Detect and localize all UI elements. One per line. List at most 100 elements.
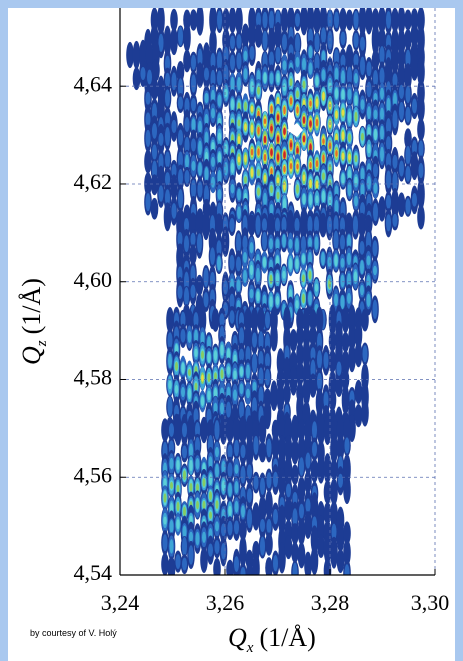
intensity-streak — [211, 141, 215, 152]
intensity-streak — [295, 258, 299, 270]
intensity-streak — [208, 474, 213, 486]
intensity-streak — [256, 69, 261, 83]
intensity-streak — [309, 120, 312, 127]
intensity-streak — [283, 306, 291, 334]
intensity-streak — [151, 160, 158, 180]
intensity-streak — [283, 127, 286, 135]
intensity-streak — [249, 264, 254, 276]
intensity-streak — [228, 505, 232, 516]
intensity-streak — [256, 291, 260, 302]
intensity-streak — [417, 95, 425, 123]
intensity-streak — [221, 480, 226, 492]
intensity-streak — [274, 21, 282, 50]
intensity-streak — [230, 183, 235, 194]
y-tick-label: 4,54 — [74, 560, 113, 585]
intensity-streak — [308, 251, 312, 266]
intensity-streak — [336, 548, 345, 573]
intensity-streak — [230, 162, 235, 174]
intensity-streak — [304, 551, 312, 575]
intensity-streak — [334, 199, 339, 215]
intensity-streak — [263, 72, 267, 84]
intensity-streak — [292, 508, 298, 526]
intensity-streak — [264, 368, 271, 386]
intensity-streak — [177, 96, 184, 110]
intensity-streak — [166, 306, 174, 334]
intensity-streak — [316, 350, 323, 369]
intensity-streak — [204, 131, 209, 145]
intensity-streak — [227, 520, 233, 536]
intensity-streak — [140, 66, 146, 81]
intensity-streak — [258, 441, 267, 463]
intensity-streak — [215, 446, 219, 458]
intensity-streak — [304, 471, 312, 494]
intensity-streak — [384, 57, 393, 89]
intensity-streak — [257, 86, 260, 95]
intensity-streak — [298, 503, 305, 519]
intensity-streak — [220, 543, 227, 560]
intensity-streak — [237, 119, 241, 127]
intensity-streak — [233, 370, 237, 380]
intensity-streak — [362, 345, 368, 363]
intensity-streak — [391, 8, 399, 33]
intensity-streak — [404, 128, 412, 150]
intensity-streak — [259, 477, 266, 495]
intensity-streak — [323, 351, 329, 369]
intensity-streak — [315, 180, 319, 189]
credit: by courtesy of V. Holý — [30, 628, 117, 638]
intensity-streak — [270, 380, 278, 411]
intensity-streak — [317, 414, 325, 446]
intensity-streak — [265, 490, 273, 519]
intensity-streak — [283, 106, 286, 115]
intensity-streak — [397, 192, 406, 218]
intensity-streak — [177, 78, 184, 99]
intensity-streak — [361, 308, 369, 332]
intensity-streak — [366, 61, 372, 77]
intensity-streak — [228, 8, 237, 34]
intensity-streak — [305, 452, 311, 469]
intensity-streak — [291, 523, 299, 545]
y-tick-label: 4,58 — [74, 365, 113, 390]
intensity-streak — [275, 272, 280, 284]
intensity-streak — [284, 497, 293, 522]
intensity-streak — [181, 445, 188, 459]
intensity-streak — [392, 172, 398, 192]
intensity-streak — [320, 27, 327, 44]
intensity-streak — [235, 8, 243, 35]
intensity-streak — [229, 310, 235, 324]
intensity-streak — [203, 185, 210, 204]
intensity-streak — [297, 418, 306, 442]
intensity-streak — [211, 107, 215, 119]
intensity-streak — [405, 85, 411, 104]
intensity-streak — [291, 541, 299, 563]
intensity-streak — [215, 521, 219, 532]
x-tick-label: 3,24 — [101, 590, 140, 615]
intensity-streak — [319, 212, 327, 238]
intensity-streak — [220, 369, 224, 379]
intensity-streak — [373, 182, 378, 194]
intensity-streak — [181, 422, 188, 438]
intensity-streak — [385, 214, 392, 232]
intensity-streak — [353, 53, 359, 67]
intensity-streak — [250, 168, 254, 177]
intensity-streak — [284, 434, 293, 464]
intensity-streak — [198, 140, 202, 156]
intensity-streak — [348, 133, 351, 143]
intensity-streak — [297, 518, 306, 546]
intensity-streak — [341, 332, 350, 353]
intensity-streak — [194, 421, 201, 439]
intensity-streak — [252, 381, 257, 392]
intensity-streak — [204, 92, 209, 104]
intensity-streak — [126, 41, 134, 69]
intensity-streak — [308, 237, 312, 248]
intensity-streak — [322, 172, 325, 181]
intensity-streak — [359, 240, 365, 255]
intensity-streak — [194, 382, 198, 391]
intensity-streak — [150, 174, 159, 196]
intensity-streak — [315, 98, 319, 108]
intensity-streak — [289, 78, 293, 87]
intensity-streak — [191, 118, 196, 132]
intensity-streak — [255, 215, 261, 235]
intensity-streak — [237, 188, 241, 201]
intensity-streak — [405, 49, 411, 69]
intensity-streak — [241, 505, 245, 518]
